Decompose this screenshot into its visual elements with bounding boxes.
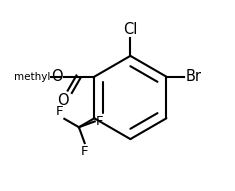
Text: O: O [57, 93, 69, 108]
Text: Br: Br [185, 69, 201, 84]
Text: F: F [96, 115, 103, 128]
Text: Cl: Cl [123, 22, 137, 37]
Text: methyl: methyl [14, 72, 50, 82]
Text: O: O [51, 69, 63, 84]
Text: F: F [81, 145, 88, 158]
Text: F: F [56, 105, 63, 118]
